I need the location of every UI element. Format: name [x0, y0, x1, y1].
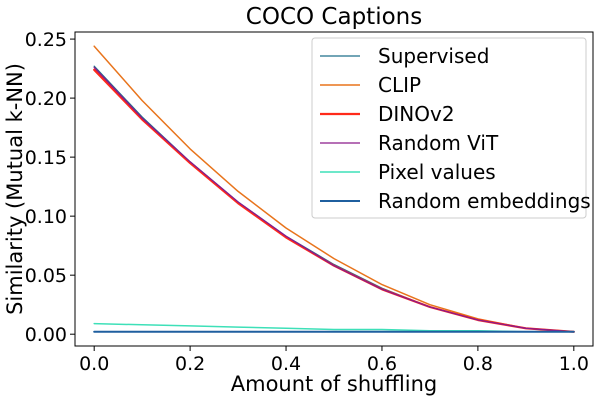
x-tick-label: 0.4 [271, 353, 301, 375]
x-tick-label: 1.0 [559, 353, 589, 375]
legend-label-pixel-values: Pixel values [378, 160, 496, 184]
legend-label-dinov2: DINOv2 [378, 102, 455, 126]
legend-label-supervised: Supervised [378, 44, 489, 68]
y-tick-label: 0.20 [25, 88, 67, 110]
y-tick-label: 0.05 [25, 265, 67, 287]
x-tick-label: 0.8 [463, 353, 493, 375]
legend-label-random-embeddings: Random embeddings [378, 189, 591, 213]
legend-label-random-vit: Random ViT [378, 131, 499, 155]
chart-title: COCO Captions [246, 4, 422, 30]
legend: Supervised CLIP DINOv2 Random ViT Pixel valu… [311, 37, 591, 219]
legend-frame [311, 37, 587, 219]
x-tick-label: 0.2 [175, 353, 205, 375]
y-tick-label: 0.10 [25, 206, 67, 228]
y-axis-label: Similarity (Mutual k-NN) [3, 63, 27, 315]
y-tick-label: 0.25 [25, 29, 67, 51]
x-axis-label: Amount of shuffling [231, 372, 437, 396]
y-tick-label: 0.00 [25, 324, 67, 346]
x-tick-label: 0.0 [79, 353, 109, 375]
plot-area-frame [74, 31, 594, 347]
legend-label-clip: CLIP [378, 73, 421, 97]
x-tick-label: 0.6 [367, 353, 397, 375]
y-tick-label: 0.15 [25, 147, 67, 169]
x-axis: 0.0 0.2 0.4 0.6 0.8 1.0 [79, 346, 589, 375]
series-line-random-vit [93, 66, 575, 333]
series-group [93, 45, 575, 333]
y-axis: 0.00 0.05 0.10 0.15 0.20 0.25 [25, 29, 75, 346]
